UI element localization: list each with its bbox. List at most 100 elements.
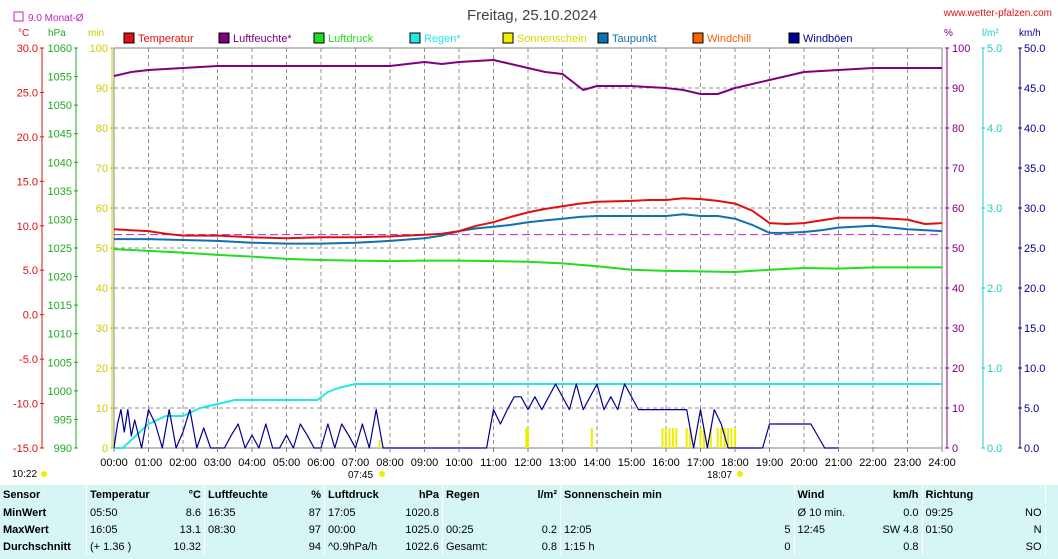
x-tick-label: 06:00: [307, 457, 335, 469]
rain-tick-label: 0.0: [987, 443, 1002, 455]
x-tick-label: 22:00: [859, 457, 887, 469]
sunshine-tick-label: 20: [96, 363, 108, 375]
wind-tick-label: 20.0: [1024, 283, 1045, 295]
x-tick-label: 21:00: [825, 457, 853, 469]
legend-swatch: [313, 32, 325, 44]
temperature-tick-label: -10.0: [13, 399, 38, 411]
humidity-tick-label: 60: [952, 203, 964, 215]
unit-temperature: °C: [18, 28, 29, 39]
min-hum-time: 16:35: [204, 504, 301, 521]
max-rain-time: 00:25: [442, 521, 514, 538]
rain-tick-label: 3.0: [987, 203, 1002, 215]
pressure-tick-label: 1010: [48, 329, 72, 341]
humidity-tick-label: 30: [952, 323, 964, 335]
header-temperature: Temperatur: [86, 485, 168, 504]
pressure-tick-label: 1015: [48, 300, 72, 312]
min-dir-value: NO: [1025, 506, 1042, 519]
row-label-min: MinWert: [3, 506, 47, 519]
sunshine-bar: [702, 428, 705, 448]
header-humidity-unit: %: [311, 488, 321, 501]
series-line-taupunkt: [114, 213, 943, 245]
sunshine-bar: [671, 428, 674, 448]
series-line-luftfeuchte: [113, 59, 942, 95]
legend-swatch: [409, 32, 421, 44]
monthly-average-marker: [13, 11, 24, 22]
max-dir-value: N: [1033, 523, 1042, 536]
header-sensor: Sensor: [3, 488, 41, 501]
sunshine-bar: [720, 428, 723, 448]
legend-label: Windböen: [803, 33, 853, 45]
avg-dir-value: SO: [1025, 540, 1042, 553]
min-sun-value: [735, 504, 794, 521]
temperature-tick-label: 0.0: [23, 310, 38, 322]
sunshine-tick-label: 50: [96, 243, 108, 255]
legend-label: Luftfeuchte*: [233, 33, 292, 45]
pressure-tick-label: 1020: [48, 272, 72, 284]
sunshine-bar: [590, 428, 593, 448]
humidity-tick-label: 100: [952, 43, 970, 55]
row-label-max: MaxWert: [3, 523, 49, 536]
temperature-tick-label: 10.0: [17, 221, 38, 233]
unit-humidity: %: [944, 28, 953, 39]
legend-swatch: [788, 32, 800, 44]
x-tick-label: 03:00: [204, 457, 232, 469]
min-dir-time: 09:25: [921, 504, 989, 521]
header-wind-unit: km/h: [892, 488, 919, 501]
sunshine-bar: [716, 428, 719, 448]
humidity-tick-label: 10: [952, 403, 964, 415]
x-tick-label: 23:00: [894, 457, 922, 469]
sunshine-tick-label: 80: [96, 123, 108, 135]
stats-header-row: Sensor Temperatur °C Luftfeuchte % Luftd…: [0, 485, 1058, 504]
wind-tick-label: 30.0: [1024, 203, 1045, 215]
min-rain-time: [442, 504, 514, 521]
min-wind-time: Ø 10 min.: [793, 504, 871, 521]
humidity-tick-label: 80: [952, 123, 964, 135]
statistics-table: Sensor Temperatur °C Luftfeuchte % Luftd…: [0, 485, 1058, 559]
x-tick-label: 04:00: [238, 457, 266, 469]
wind-tick-label: 10.0: [1024, 363, 1045, 375]
x-tick-label: 16:00: [652, 457, 680, 469]
sunshine-bar: [730, 428, 733, 448]
row-label-average: Durchschnitt: [3, 540, 71, 553]
avg-rain-label: Gesamt:: [442, 538, 514, 555]
rain-tick-label: 2.0: [987, 283, 1002, 295]
rain-tick-label: 1.0: [987, 363, 1002, 375]
max-press-value: 1025.0: [405, 523, 439, 536]
wind-tick-label: 35.0: [1024, 163, 1045, 175]
sunshine-tick-label: 40: [96, 283, 108, 295]
x-tick-label: 17:00: [687, 457, 715, 469]
sunshine-tick-label: 100: [90, 43, 108, 55]
header-sunshine: Sonnenschein min: [560, 485, 795, 504]
max-sun-time: 12:05: [559, 521, 735, 538]
avg-temp-value: 10.32: [173, 540, 201, 553]
wind-tick-label: 40.0: [1024, 123, 1045, 135]
x-tick-label: 07:00: [342, 457, 370, 469]
sunshine-tick-label: 0: [102, 443, 108, 455]
site-url[interactable]: www.wetter-pfalzen.com: [943, 8, 1052, 19]
weather-chart: 30.0 25.0 20.0 15.0 10.0 5.0 0.0 -5.0 -10.0 -15.0…: [12, 7, 1052, 481]
x-tick-label: 19:00: [756, 457, 784, 469]
unit-wind: km/h: [1019, 28, 1041, 39]
max-wind-value: SW 4.8: [882, 523, 919, 536]
x-tick-label: 20:00: [790, 457, 818, 469]
header-humidity: Luftfeuchte: [204, 485, 301, 504]
max-rain-value: 0.2: [541, 523, 557, 536]
series-line-regen: [114, 383, 942, 449]
header-pressure-unit: hPa: [418, 488, 439, 501]
pressure-tick-label: 995: [54, 414, 72, 426]
sunshine-bar: [689, 428, 692, 448]
sunshine-tick-label: 30: [96, 323, 108, 335]
pressure-tick-label: 1000: [48, 386, 72, 398]
x-tick-label: 05:00: [273, 457, 301, 469]
legend-swatch: [502, 32, 514, 44]
sunshine-bar: [734, 428, 736, 448]
humidity-tick-label: 40: [952, 283, 964, 295]
legend-swatch: [218, 32, 230, 44]
chart-grid: [113, 47, 943, 449]
x-tick-label: 01:00: [135, 457, 163, 469]
max-hum-value: 97: [308, 523, 321, 536]
sunshine-bar: [661, 428, 664, 448]
legend-swatch: [597, 32, 609, 44]
stats-row-min: MinWert 05:50 8.6 16:35 87 17:05 1020.8 …: [0, 504, 1058, 521]
legend-label: Sonnenschein: [517, 33, 587, 45]
